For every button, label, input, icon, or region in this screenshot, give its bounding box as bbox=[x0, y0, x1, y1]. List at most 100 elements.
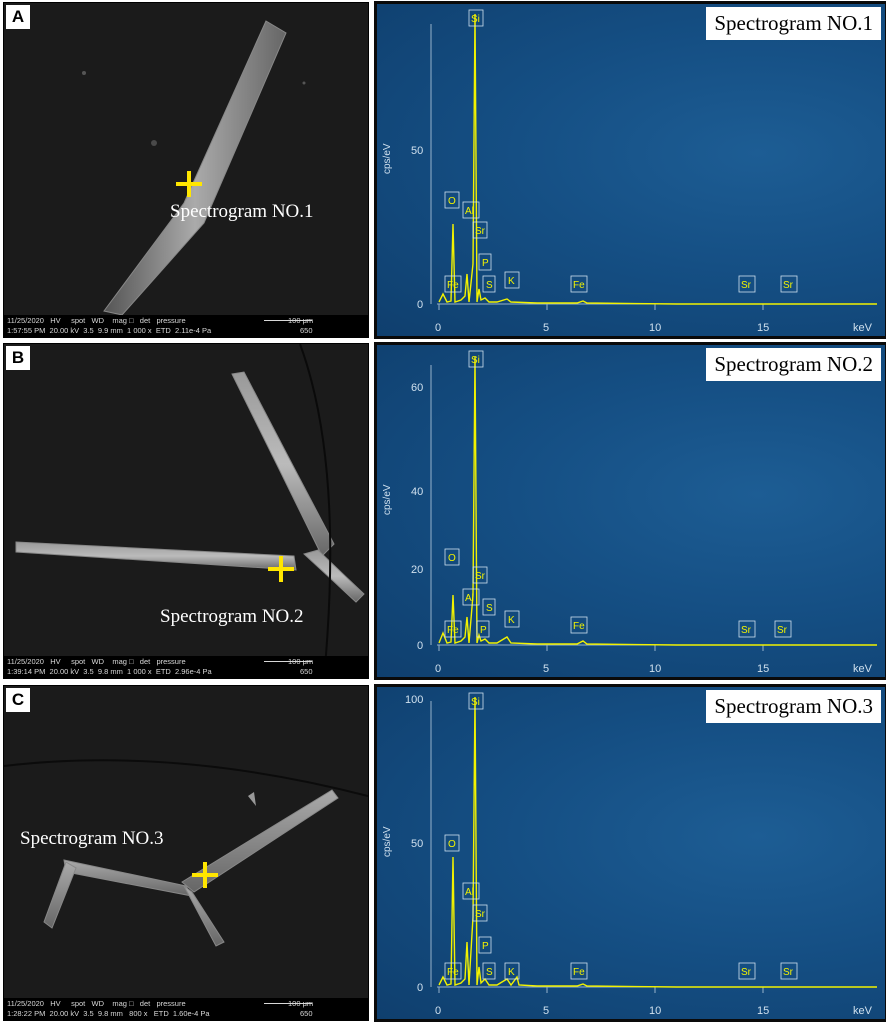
peak-label-sr3: Sr bbox=[780, 275, 798, 293]
svg-text:Fe: Fe bbox=[573, 621, 585, 632]
peak-label-k: K bbox=[504, 610, 520, 628]
scale-label: 100 μm bbox=[288, 316, 314, 325]
x-tick-10: 10 bbox=[649, 663, 661, 675]
peak-label-al: Al bbox=[462, 201, 480, 219]
sem-info-bar: 11/25/2020 HV spot WD mag □ det pressure… bbox=[4, 656, 368, 678]
sem-info-bar: 11/25/2020 HV spot WD mag □ det pressure… bbox=[4, 315, 368, 337]
peak-label-fe2: Fe bbox=[570, 275, 588, 293]
svg-text:Sr: Sr bbox=[783, 280, 794, 291]
peak-label-fe2: Fe bbox=[570, 962, 588, 980]
svg-text:Sr: Sr bbox=[475, 909, 486, 920]
svg-text:S: S bbox=[486, 967, 493, 978]
x-tick-5: 5 bbox=[543, 663, 549, 675]
peak-label-sr2: Sr bbox=[738, 962, 756, 980]
panel-label: A bbox=[6, 5, 30, 29]
analysis-point-marker bbox=[268, 556, 294, 582]
svg-text:Sr: Sr bbox=[741, 280, 752, 291]
svg-text:Al: Al bbox=[465, 206, 474, 217]
y-tick-50: 50 bbox=[411, 145, 423, 157]
spot-label: Spectrogram NO.1 bbox=[170, 201, 314, 222]
svg-text:S: S bbox=[486, 603, 493, 614]
x-tick-15: 15 bbox=[757, 663, 769, 675]
scale-label: 100 μm bbox=[288, 657, 314, 666]
y-tick-0: 0 bbox=[417, 982, 423, 994]
peak-label-fe: Fe bbox=[444, 962, 462, 980]
peak-label-sr3: Sr bbox=[774, 620, 792, 638]
hfw-value: 650 bbox=[300, 326, 313, 335]
peak-label-k: K bbox=[504, 962, 520, 980]
peak-label-al: Al bbox=[462, 588, 480, 606]
peak-label-fe: Fe bbox=[444, 620, 462, 638]
peak-label-si: Si bbox=[468, 692, 484, 710]
peak-label-si: Si bbox=[468, 9, 484, 27]
x-tick-0: 0 bbox=[435, 663, 441, 675]
svg-text:Al: Al bbox=[465, 887, 474, 898]
svg-text:Sr: Sr bbox=[741, 967, 752, 978]
svg-text:O: O bbox=[448, 196, 456, 207]
peak-label-o: O bbox=[444, 834, 460, 852]
peak-label-p: P bbox=[476, 620, 490, 638]
y-tick-60: 60 bbox=[411, 382, 423, 394]
spot-label: Spectrogram NO.3 bbox=[20, 828, 164, 849]
sem-info-bar: 11/25/2020 HV spot WD mag □ det pressure… bbox=[4, 998, 368, 1020]
spectrum-a: 0 50 cps/eV 0 5 10 15 keV Si O Al Sr bbox=[374, 1, 886, 339]
x-tick-10: 10 bbox=[649, 322, 661, 334]
hfw-value: 650 bbox=[300, 667, 313, 676]
svg-text:K: K bbox=[508, 276, 515, 287]
svg-text:Fe: Fe bbox=[447, 280, 459, 291]
y-axis-label: cps/eV bbox=[382, 484, 393, 515]
svg-text:Fe: Fe bbox=[447, 967, 459, 978]
svg-text:Al: Al bbox=[465, 593, 474, 604]
sem-image-c: C Spectrogram NO.3 11/25/2020 HV spot WD… bbox=[3, 685, 369, 1021]
peak-label-s: S bbox=[482, 275, 496, 293]
analysis-point-marker bbox=[176, 171, 202, 197]
svg-text:P: P bbox=[480, 625, 487, 636]
peak-label-sr: Sr bbox=[472, 904, 488, 922]
x-tick-5: 5 bbox=[543, 1005, 549, 1017]
sem-fiber-a bbox=[82, 20, 306, 316]
info-line-2: 1:28:22 PM 20.00 kV 3.5 9.8 mm 800 x ETD… bbox=[7, 1009, 210, 1018]
sem-fiber-c bbox=[4, 759, 368, 947]
scale-bar bbox=[264, 1003, 312, 1004]
peak-label-fe2: Fe bbox=[570, 616, 588, 634]
x-tick-15: 15 bbox=[757, 322, 769, 334]
x-tick-15: 15 bbox=[757, 1005, 769, 1017]
y-axis-label: cps/eV bbox=[382, 826, 393, 857]
x-axis-unit: keV bbox=[853, 322, 873, 334]
svg-text:Sr: Sr bbox=[777, 625, 788, 636]
spectrum-b: 0 20 40 60 cps/eV 0 5 10 15 keV Si O Sr … bbox=[374, 342, 886, 680]
info-line-2: 1:57:55 PM 20.00 kV 3.5 9.9 mm 1 000 x E… bbox=[7, 326, 212, 335]
panel-row-c: C Spectrogram NO.3 11/25/2020 HV spot WD… bbox=[0, 684, 886, 1024]
peak-label-sr3: Sr bbox=[780, 962, 798, 980]
y-tick-40: 40 bbox=[411, 486, 423, 498]
spectrum-plot-b: 0 20 40 60 cps/eV 0 5 10 15 keV Si O Sr … bbox=[382, 350, 877, 675]
info-line-1: 11/25/2020 HV spot WD mag □ det pressure bbox=[7, 316, 186, 325]
svg-text:Si: Si bbox=[471, 355, 480, 366]
svg-text:Si: Si bbox=[471, 14, 480, 25]
peak-label-sr: Sr bbox=[472, 221, 488, 239]
sem-fiber-b bbox=[15, 344, 365, 678]
panel-label: C bbox=[6, 688, 30, 712]
svg-text:Sr: Sr bbox=[783, 967, 794, 978]
x-axis-unit: keV bbox=[853, 663, 873, 675]
peak-label-s: S bbox=[482, 598, 496, 616]
svg-text:O: O bbox=[448, 839, 456, 850]
analysis-point-marker bbox=[192, 862, 218, 888]
peak-label-fe: Fe bbox=[444, 275, 462, 293]
y-tick-0: 0 bbox=[417, 299, 423, 311]
x-tick-10: 10 bbox=[649, 1005, 661, 1017]
info-line-2: 1:39:14 PM 20.00 kV 3.5 9.8 mm 1 000 x E… bbox=[7, 667, 212, 676]
spectrum-title: Spectrogram NO.2 bbox=[706, 348, 881, 381]
info-line-1: 11/25/2020 HV spot WD mag □ det pressure bbox=[7, 999, 186, 1008]
svg-text:S: S bbox=[486, 280, 493, 291]
info-line-1: 11/25/2020 HV spot WD mag □ det pressure bbox=[7, 657, 186, 666]
svg-text:K: K bbox=[508, 967, 515, 978]
y-tick-0: 0 bbox=[417, 640, 423, 652]
peak-label-p: P bbox=[478, 253, 492, 271]
x-tick-5: 5 bbox=[543, 322, 549, 334]
peak-label-sr2: Sr bbox=[738, 620, 756, 638]
svg-text:K: K bbox=[508, 615, 515, 626]
scale-label: 100 μm bbox=[288, 999, 314, 1008]
peak-label-s: S bbox=[482, 962, 496, 980]
peak-label-sr2: Sr bbox=[738, 275, 756, 293]
